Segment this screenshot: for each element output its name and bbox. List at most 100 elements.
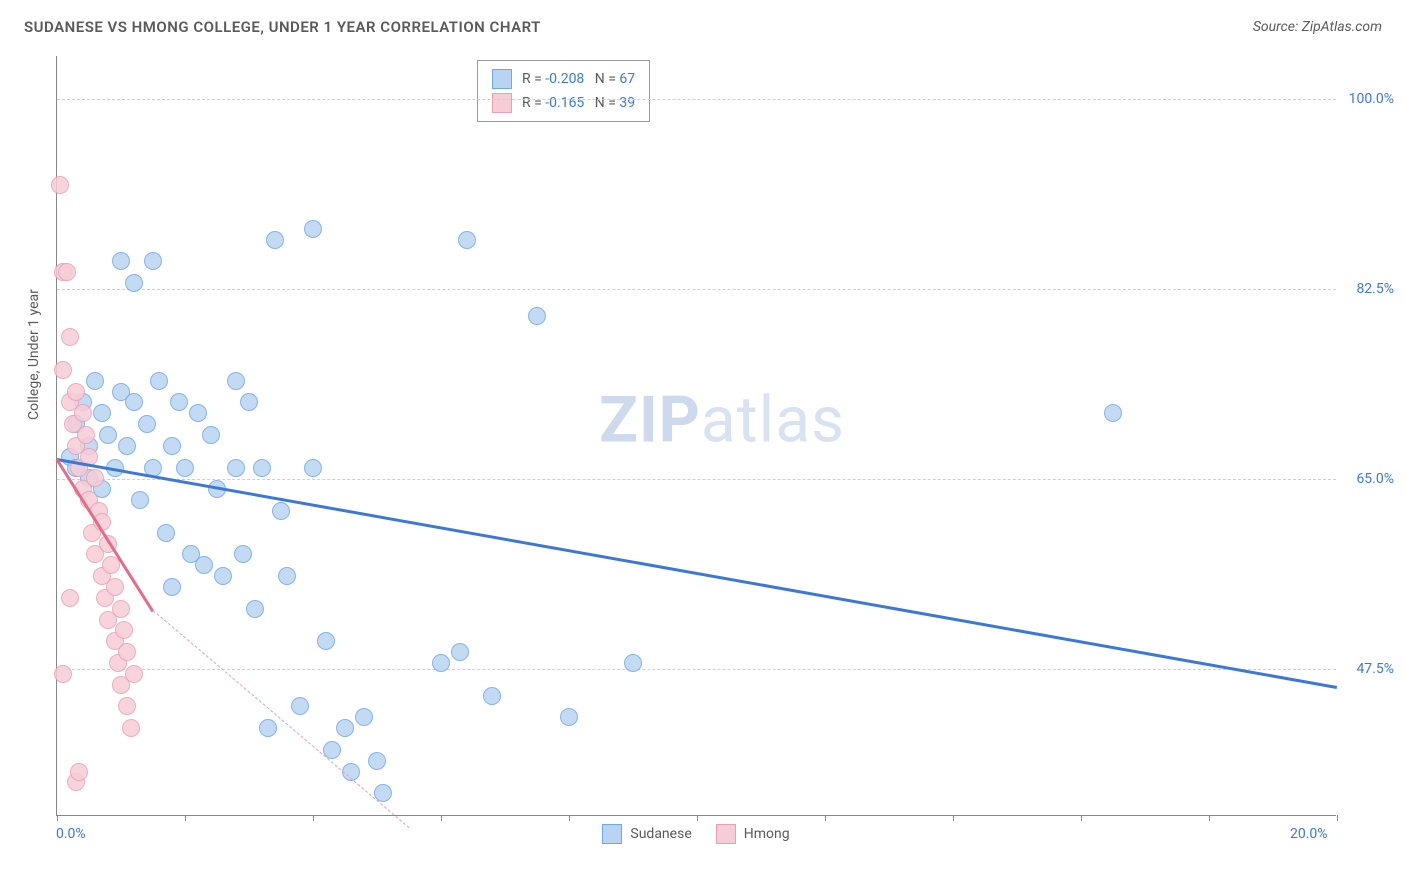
chart-source: Source: ZipAtlas.com (1253, 19, 1382, 35)
chart-title: SUDANESE VS HMONG COLLEGE, UNDER 1 YEAR … (24, 18, 541, 36)
x-tick (1081, 815, 1082, 821)
data-point (483, 687, 501, 705)
data-point (77, 426, 95, 444)
data-point (227, 372, 245, 390)
data-point (458, 231, 476, 249)
data-point (58, 263, 76, 281)
data-point (317, 632, 335, 650)
correlation-stats-box: R = -0.208 N = 67 R = -0.165 N = 39 (477, 60, 650, 122)
data-point (157, 524, 175, 542)
data-point (272, 502, 290, 520)
data-point (240, 393, 258, 411)
gridline-h (57, 99, 1336, 100)
data-point (125, 665, 143, 683)
data-point (54, 665, 72, 683)
data-point (336, 719, 354, 737)
x-tick (697, 815, 698, 821)
data-point (86, 469, 104, 487)
x-tick-label: 20.0% (1290, 826, 1328, 842)
data-point (131, 491, 149, 509)
x-tick (1209, 815, 1210, 821)
x-tick (569, 815, 570, 821)
x-tick-label: 0.0% (56, 826, 86, 842)
data-point (227, 459, 245, 477)
data-point (125, 393, 143, 411)
data-point (624, 654, 642, 672)
data-point (93, 404, 111, 422)
data-point (189, 404, 207, 422)
x-tick (57, 815, 58, 821)
legend-swatch (716, 824, 736, 844)
data-point (432, 654, 450, 672)
data-point (355, 708, 373, 726)
data-point (122, 719, 140, 737)
data-point (234, 545, 252, 563)
data-point (112, 600, 130, 618)
trend-line (57, 458, 1337, 688)
data-point (253, 459, 271, 477)
data-point (304, 459, 322, 477)
legend-item: Sudanese (602, 824, 691, 844)
data-point (118, 697, 136, 715)
data-point (118, 437, 136, 455)
x-tick (313, 815, 314, 821)
data-point (528, 307, 546, 325)
data-point (115, 621, 133, 639)
data-point (67, 383, 85, 401)
data-point (259, 719, 277, 737)
y-tick-label: 65.0% (1342, 471, 1394, 487)
data-point (61, 589, 79, 607)
scatter-chart: ZIPatlas R = -0.208 N = 67 R = -0.165 N =… (56, 56, 1336, 816)
x-tick (441, 815, 442, 821)
data-point (368, 752, 386, 770)
data-point (214, 567, 232, 585)
data-point (278, 567, 296, 585)
gridline-h (57, 289, 1336, 290)
data-point (560, 708, 578, 726)
legend-swatch (602, 824, 622, 844)
data-point (112, 252, 130, 270)
data-point (304, 220, 322, 238)
data-point (54, 361, 72, 379)
y-axis-label: College, Under 1 year (26, 289, 42, 420)
series-swatch (492, 69, 512, 89)
data-point (125, 274, 143, 292)
x-tick (185, 815, 186, 821)
legend-label: Hmong (744, 826, 790, 842)
x-tick (953, 815, 954, 821)
data-point (138, 415, 156, 433)
data-point (266, 231, 284, 249)
chart-header: SUDANESE VS HMONG COLLEGE, UNDER 1 YEAR … (0, 0, 1406, 46)
data-point (291, 697, 309, 715)
data-point (99, 426, 117, 444)
x-tick (1337, 815, 1338, 821)
gridline-h (57, 669, 1336, 670)
data-point (118, 643, 136, 661)
stat-row: R = -0.208 N = 67 (492, 67, 635, 91)
data-point (70, 763, 88, 781)
chart-legend: Sudanese Hmong (56, 824, 1336, 844)
watermark: ZIPatlas (599, 383, 845, 458)
legend-label: Sudanese (630, 826, 691, 842)
stat-text: R = -0.165 N = 39 (522, 95, 635, 111)
gridline-h (57, 479, 1336, 480)
series-swatch (492, 93, 512, 113)
data-point (170, 393, 188, 411)
data-point (51, 176, 69, 194)
stat-text: R = -0.208 N = 67 (522, 71, 635, 87)
data-point (150, 372, 168, 390)
legend-item: Hmong (716, 824, 790, 844)
y-tick-label: 82.5% (1342, 281, 1394, 297)
x-tick (825, 815, 826, 821)
data-point (86, 372, 104, 390)
stat-row: R = -0.165 N = 39 (492, 91, 635, 115)
data-point (163, 437, 181, 455)
data-point (451, 643, 469, 661)
data-point (163, 578, 181, 596)
y-tick-label: 47.5% (1342, 661, 1394, 677)
data-point (246, 600, 264, 618)
data-point (106, 578, 124, 596)
y-tick-label: 100.0% (1342, 91, 1394, 107)
data-point (195, 556, 213, 574)
data-point (1104, 404, 1122, 422)
